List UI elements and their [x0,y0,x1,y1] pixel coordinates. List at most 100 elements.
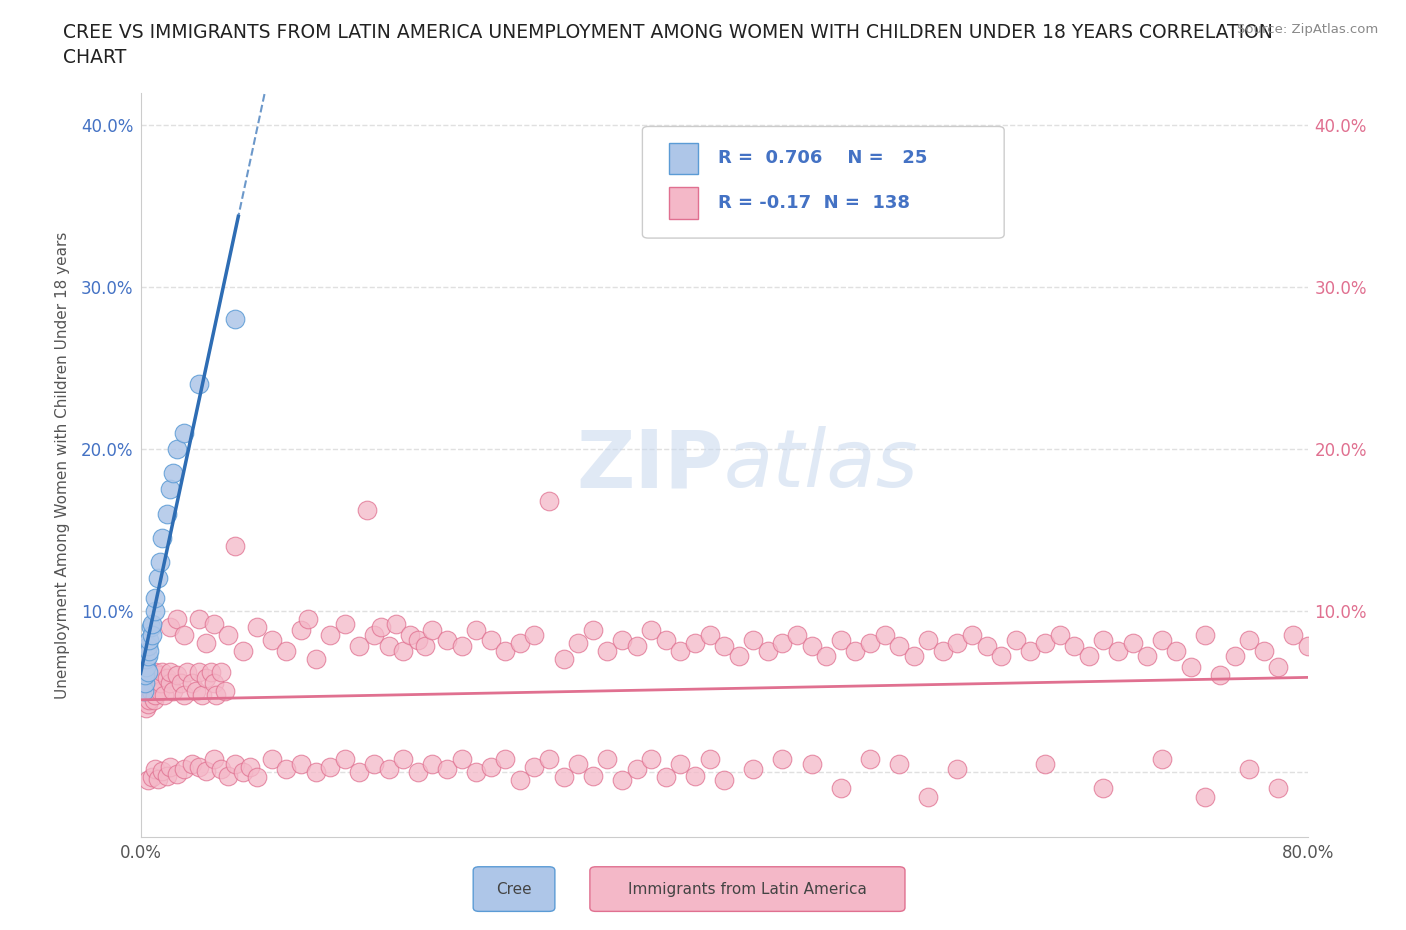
Point [385,616,408,631]
Point [166,611,188,626]
Point [567,757,589,772]
Point [232,764,254,779]
Point [132,692,155,707]
Point [800,757,823,772]
Point [138,665,160,680]
Point [610,632,633,647]
Point [1194,790,1216,804]
Point [224,757,246,772]
Point [146,668,169,683]
Point [156,768,179,783]
Point [276,762,298,777]
Text: R =  0.706    N =   25: R = 0.706 N = 25 [718,150,928,167]
Point [1005,632,1028,647]
Point [1239,762,1261,777]
Point [153,687,176,702]
Point [142,692,165,707]
Point [509,635,531,650]
Text: ZIP: ZIP [576,426,724,504]
Point [319,760,342,775]
Point [932,644,955,658]
Point [406,764,429,779]
Point [162,684,184,698]
Point [830,632,852,647]
Point [146,571,169,586]
Point [141,668,163,683]
Point [1209,668,1232,683]
Point [889,757,911,772]
Point [377,639,399,654]
Point [1049,628,1071,643]
Point [1019,644,1042,658]
Point [195,671,218,686]
Point [422,757,444,772]
Point [214,684,236,698]
Point [141,770,163,785]
Point [188,377,211,392]
Point [195,764,218,778]
Point [669,757,692,772]
FancyBboxPatch shape [643,126,1004,238]
Point [135,676,157,691]
Point [976,639,998,654]
Point [205,687,228,702]
Point [139,619,162,634]
Text: CREE VS IMMIGRANTS FROM LATIN AMERICA UNEMPLOYMENT AMONG WOMEN WITH CHILDREN UND: CREE VS IMMIGRANTS FROM LATIN AMERICA UN… [63,23,1274,42]
Point [1033,757,1056,772]
Point [479,760,502,775]
Point [135,700,157,715]
Point [727,648,749,663]
Point [713,639,735,654]
Point [141,616,163,631]
Point [319,628,342,643]
Point [260,752,283,767]
Point [494,644,516,658]
Point [800,639,823,654]
Point [170,676,193,691]
FancyBboxPatch shape [591,867,905,911]
Point [135,652,157,667]
Point [159,676,181,691]
Point [553,652,575,667]
Point [772,752,794,767]
Point [1282,628,1305,643]
Point [152,530,174,545]
Point [655,632,678,647]
Point [156,671,179,686]
Point [188,665,211,680]
Point [290,622,312,637]
Point [553,770,575,785]
Point [224,538,246,553]
Point [1092,632,1115,647]
Point [150,676,173,691]
Point [990,648,1012,663]
Point [1136,648,1159,663]
Point [156,506,179,521]
Point [138,632,160,647]
Point [349,639,371,654]
Point [173,425,195,440]
Point [166,766,188,781]
Point [202,752,225,767]
Point [413,639,436,654]
Point [465,622,488,637]
Point [582,622,605,637]
Point [132,684,155,698]
Point [363,628,385,643]
Point [1063,639,1085,654]
Point [1122,635,1144,650]
Point [699,752,721,767]
Point [239,760,262,775]
Point [509,773,531,788]
Point [859,635,882,650]
Point [143,604,166,618]
Point [903,648,925,663]
Point [523,628,546,643]
Point [136,648,159,663]
Point [1033,635,1056,650]
Point [1077,648,1099,663]
Text: R = -0.17  N =  138: R = -0.17 N = 138 [718,194,910,212]
Point [786,628,808,643]
Point [494,752,516,767]
Point [450,752,472,767]
